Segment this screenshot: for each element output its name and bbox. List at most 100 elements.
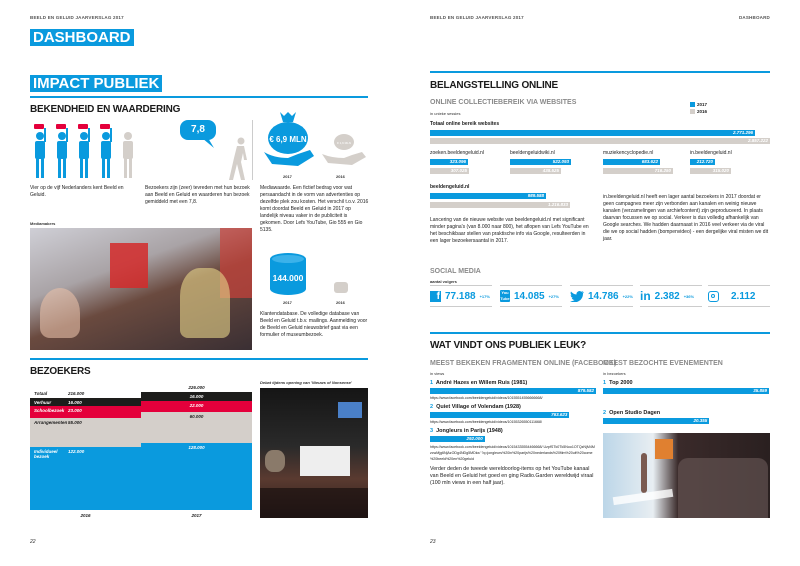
event-title: Open Studio Dagen	[609, 410, 661, 416]
fragment-url[interactable]: https://www.facebook.com/beeldengeluid/v…	[430, 396, 543, 400]
social-value: 2.112	[731, 290, 756, 302]
event-bar: 35.859	[603, 388, 769, 394]
value-label: 128.000	[188, 445, 205, 451]
events-photo	[603, 433, 770, 518]
site-label: in.beeldengeluid.nl	[690, 150, 732, 156]
media-value-2016: € 1,6 MLN	[337, 141, 351, 145]
site-bar-2017: 212.720	[690, 159, 715, 165]
photo-caption: Mediamakers	[30, 221, 56, 226]
social-change: +36%	[683, 293, 695, 299]
fragment-item: 2 Quiet Village of Volendam (1928) 763.6…	[430, 404, 596, 424]
value-label: 16.000	[68, 399, 82, 405]
fragment-bar: 879.582	[430, 388, 596, 394]
running-head: BEELD EN GELUID JAARVERSLAG 2017	[430, 15, 524, 20]
bar-segment-arrangementen-2017: 60.000	[141, 412, 252, 444]
total-label: 226.000	[188, 385, 205, 391]
site-bar-2016: 716.250	[603, 168, 673, 174]
fragment-bar: 763.623	[430, 412, 570, 418]
social-sub: aantal volgers	[430, 279, 457, 284]
social-change: +22%	[622, 293, 633, 299]
events-list: 1 Top 2000 35.859 2 Open Studio Dagen 20…	[603, 380, 769, 426]
event-bar: 20.355	[603, 418, 710, 424]
page-title: DASHBOARD	[30, 29, 134, 46]
legend-item-2016: 2016	[690, 109, 707, 114]
total-label: Totaal 216.000	[34, 390, 85, 396]
site-bar-2016: 315.020	[690, 168, 731, 174]
x-tick-label: 2016	[80, 513, 91, 518]
facebook-icon: f	[430, 290, 441, 302]
site-bar-2016: 307.025	[430, 168, 469, 174]
social-twitter[interactable]: 14.786 +22%	[570, 285, 633, 307]
social-youtube[interactable]: You Tube 14.085 +27%	[500, 285, 562, 307]
main-site-bar-2017: 989.588	[430, 193, 546, 199]
legend-label: 2016	[697, 109, 708, 114]
bar-segment-verhuur-2017: 16.000	[141, 392, 252, 401]
event-item: 2 Open Studio Dagen 20.355	[603, 410, 769, 424]
social-value: 2.382	[654, 290, 680, 302]
events-title: MEEST BEZOCHTE EVENEMENTEN	[603, 360, 723, 367]
social-value: 77.188	[445, 290, 476, 302]
site-bar-2017: 683.622	[603, 159, 660, 165]
score-text: Bezoekers zijn (zeer) tevreden met hun b…	[145, 185, 250, 205]
fragment-url[interactable]: https://www.facebook.com/beeldengeluid/v…	[430, 445, 595, 461]
event-item: 1 Top 2000 35.859	[603, 380, 769, 410]
site-label: beeldengeluidwiki.nl	[510, 150, 555, 156]
database-text: Klantendatabase. De volledige database v…	[260, 311, 368, 338]
divider	[30, 96, 368, 98]
twitter-icon	[570, 291, 584, 302]
rank: 2	[603, 410, 607, 416]
value-label: 22.000	[189, 402, 204, 408]
rank: 1	[603, 380, 607, 386]
value-label: 122.000	[68, 448, 85, 454]
social-instagram[interactable]: 2.112	[708, 285, 770, 307]
running-section: DASHBOARD	[738, 15, 770, 20]
rank: 1	[430, 380, 434, 386]
social-linkedin[interactable]: in 2.382 +36%	[640, 285, 702, 307]
fragments-text: Verder deden de tweede wereldoorlog-item…	[430, 466, 594, 486]
fragments-sub: in views	[430, 371, 445, 376]
page-number: 23	[430, 539, 436, 545]
social-facebook[interactable]: f 77.188 +17%	[430, 285, 492, 307]
websites-text-right: in.beeldengeluid.nl heeft een lager aant…	[603, 194, 769, 242]
site-label: muziekencyclopedie.nl	[603, 150, 654, 156]
database-2016-icon	[334, 282, 348, 293]
linkedin-icon: in	[640, 289, 651, 303]
total-bar-2016: 2.857.222	[430, 138, 770, 144]
site-bar-2016: 438.525	[510, 168, 561, 174]
bar-segment-individueel-bezoek-2017: 128.000	[141, 443, 252, 510]
speech-tail-icon	[202, 138, 214, 148]
events-sub: in bezoekers	[603, 371, 626, 376]
value-label: 55.000	[68, 419, 82, 425]
fragment-url[interactable]: https://www.facebook.com/beeldengeluid/v…	[430, 420, 542, 424]
media-value: € 6,9 MLN	[269, 135, 307, 144]
social-title: SOCIAL MEDIA	[430, 268, 481, 275]
main-site-bar-2016: 1.216.833	[430, 202, 570, 208]
database-icon: 144.000	[270, 253, 306, 295]
fragments-title: MEEST BEKEKEN FRAGMENTEN ONLINE (FACEBOO…	[430, 360, 617, 367]
rank: 3	[430, 428, 434, 434]
site-label: beeldengeluid.nl	[430, 184, 470, 190]
bar-segment-schoolbezoek-2017: 22.000	[141, 400, 252, 413]
total-bar-2017: 2.771.296	[430, 130, 755, 136]
divider	[30, 358, 368, 360]
series-label: Schoolbezoek	[34, 408, 65, 413]
year-label: 2016	[336, 174, 345, 179]
value-label: 23.000	[68, 408, 82, 413]
site-label: zoeken.beeldengeluid.nl	[430, 150, 484, 156]
database-value: 144.000	[273, 273, 304, 283]
bar-segment-schoolbezoek-2016: Schoolbezoek 23.000	[30, 406, 141, 418]
websites-sub: in unieke sessies	[430, 111, 461, 116]
social-change: +27%	[548, 293, 559, 299]
money-bag-2016-icon: € 1,6 MLN	[322, 134, 366, 165]
social-value: 14.085	[514, 290, 545, 302]
fragment-item: 1 André Hazes en Willem Ruis (1981) 879.…	[430, 380, 596, 400]
websites-text-left: Lancering van de nieuwe website van beel…	[430, 217, 589, 244]
bar-segment-arrangementen-2016: Arrangementen55.000	[30, 417, 141, 447]
media-text: Mediawaarde. Een fictief bedrag voor wat…	[260, 185, 369, 233]
year-label: 2017	[283, 174, 292, 179]
running-head: BEELD EN GELUID JAARVERSLAG 2017	[30, 15, 124, 20]
section-title: BELANGSTELLING ONLINE	[430, 80, 559, 91]
value-label: 60.000	[189, 414, 204, 420]
social-change: +17%	[479, 293, 490, 299]
fragments-list: 1 André Hazes en Willem Ruis (1981) 879.…	[430, 380, 596, 487]
